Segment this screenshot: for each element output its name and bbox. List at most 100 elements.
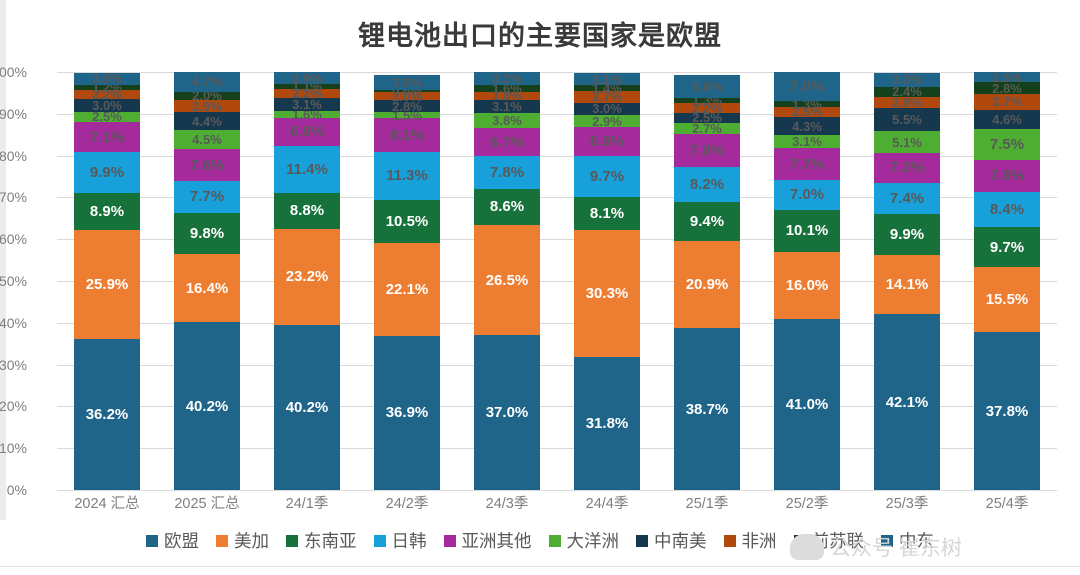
bar-segment[interactable]: 2.8% — [974, 82, 1040, 95]
bar-segment[interactable]: 2.7% — [674, 122, 740, 135]
bar-segment[interactable]: 2.8% — [374, 100, 440, 113]
bar-segment[interactable]: 8.1% — [574, 196, 640, 231]
bar-segment[interactable]: 1.2% — [74, 81, 140, 94]
bar-segment[interactable]: 3.1% — [574, 73, 640, 86]
bar-segment[interactable]: 37.0% — [474, 335, 540, 490]
bar-segment[interactable]: 7.0% — [774, 72, 840, 102]
legend-item[interactable]: 大洋洲 — [548, 528, 619, 553]
bar-segment[interactable]: 7.7% — [774, 148, 840, 181]
bar-segment[interactable]: 7.9% — [674, 134, 740, 168]
bar-segment[interactable]: 4.7% — [174, 71, 240, 92]
bar-segment[interactable]: 3.0% — [574, 102, 640, 115]
bar-segment[interactable]: 2.0% — [174, 89, 240, 102]
bar-segment[interactable]: 8.6% — [474, 188, 540, 225]
bar-segment[interactable]: 5.1% — [874, 131, 940, 153]
bar-segment[interactable]: 3.0% — [74, 72, 140, 85]
bar-segment[interactable]: 3.8% — [474, 112, 540, 129]
bar-segment[interactable]: 36.2% — [74, 338, 140, 490]
bar-segment[interactable]: 2.2% — [674, 102, 740, 115]
bar-segment[interactable]: 7.8% — [474, 156, 540, 189]
bar-segment[interactable]: 6.7% — [474, 128, 540, 157]
bar-column[interactable]: 40.2% 23.2% 8.8% 11.4% 6.9% 1.6% 3.1% 2.2% 1.1% 2… — [257, 72, 357, 490]
bar-segment[interactable]: 1.4% — [574, 82, 640, 95]
bar-segment[interactable]: 9.9% — [874, 213, 940, 256]
bar-segment[interactable]: 9.9% — [74, 151, 140, 194]
legend-item[interactable]: 东南亚 — [286, 528, 357, 553]
bar-segment[interactable]: 8.4% — [974, 191, 1040, 227]
bar-column[interactable]: 42.1% 14.1% 9.9% 7.4% 7.2% 5.1% 5.5% 2.8% 2.4% 3.… — [857, 72, 957, 490]
bar-segment[interactable]: 4.5% — [174, 130, 240, 150]
bar-segment[interactable]: 1.6% — [474, 82, 540, 95]
bar-segment[interactable]: 14.1% — [874, 255, 940, 315]
bar-segment[interactable]: 2.9% — [574, 115, 640, 128]
legend-item[interactable]: 欧盟 — [146, 528, 199, 553]
bar-segment[interactable]: 7.6% — [974, 160, 1040, 192]
bar-segment[interactable]: 7.7% — [174, 180, 240, 213]
bar-segment[interactable]: 2.5% — [974, 71, 1040, 84]
bar-segment[interactable]: 7.2% — [874, 152, 940, 183]
bar-segment[interactable]: 23.2% — [274, 229, 340, 325]
bar-segment[interactable]: 7.4% — [874, 182, 940, 214]
bar-segment[interactable]: 36.9% — [374, 335, 440, 490]
bar-segment[interactable]: 7.1% — [74, 122, 140, 152]
bar-segment[interactable]: 3.3% — [874, 72, 940, 87]
bar-segment[interactable]: 2.8% — [874, 96, 940, 109]
bar-segment[interactable]: 1.5% — [374, 109, 440, 122]
bar-segment[interactable]: 8.8% — [274, 192, 340, 230]
bar-segment[interactable]: 7.5% — [974, 128, 1040, 161]
bar-segment[interactable]: 5.6% — [674, 74, 740, 98]
bar-segment[interactable]: 37.8% — [974, 332, 1040, 490]
bar-segment[interactable]: 3.1% — [774, 135, 840, 148]
bar-column[interactable]: 37.0% 26.5% 8.6% 7.8% 6.7% 3.8% 3.1% 1.8% 1.6% 3.… — [457, 72, 557, 490]
bar-column[interactable]: 36.9% 22.1% 10.5% 11.3% 8.1% 1.5% 2.8% 2.0% 0.6%… — [357, 72, 457, 490]
bar-segment[interactable]: 42.1% — [874, 314, 940, 490]
bar-segment[interactable]: 22.1% — [374, 243, 440, 336]
bar-segment[interactable]: 40.2% — [174, 322, 240, 490]
bar-segment[interactable]: 26.5% — [474, 224, 540, 336]
bar-segment[interactable]: 25.9% — [74, 230, 140, 339]
bar-segment[interactable]: 9.8% — [174, 213, 240, 254]
bar-segment[interactable]: 3.5% — [374, 75, 440, 90]
bar-segment[interactable]: 2.0% — [374, 90, 440, 103]
bar-segment[interactable]: 9.4% — [674, 201, 740, 241]
bar-segment[interactable]: 2.5% — [674, 111, 740, 124]
bar-segment[interactable]: 0.6% — [374, 84, 440, 97]
bar-segment[interactable]: 16.0% — [774, 251, 840, 319]
bar-segment[interactable]: 4.3% — [774, 117, 840, 136]
bar-segment[interactable]: 31.8% — [574, 357, 640, 490]
bar-segment[interactable]: 2.7% — [574, 90, 640, 103]
bar-segment[interactable]: 2.5% — [774, 105, 840, 118]
bar-segment[interactable]: 10.1% — [774, 209, 840, 252]
bar-segment[interactable]: 2.5% — [74, 110, 140, 123]
bar-segment[interactable]: 3.1% — [474, 100, 540, 113]
bar-segment[interactable]: 3.1% — [274, 98, 340, 111]
bar-column[interactable]: 38.7% 20.9% 9.4% 8.2% 7.9% 2.7% 2.5% 2.2% 1.3% 5.… — [657, 72, 757, 490]
bar-segment[interactable]: 7.0% — [774, 180, 840, 210]
bar-segment[interactable]: 9.7% — [574, 156, 640, 197]
bar-column[interactable]: 37.8% 15.5% 9.7% 8.4% 7.6% 7.5% 4.6% 3.7% 2.8% 2.… — [957, 71, 1057, 490]
bar-segment[interactable]: 3.2% — [474, 72, 540, 86]
bar-segment[interactable]: 3.7% — [974, 94, 1040, 110]
bar-segment[interactable]: 2.9% — [274, 72, 340, 85]
legend-item[interactable]: 日韩 — [373, 528, 427, 553]
bar-segment[interactable]: 6.9% — [574, 127, 640, 157]
bar-segment[interactable]: 9.7% — [974, 226, 1040, 268]
legend-item[interactable]: 中南美 — [636, 528, 707, 553]
bar-segment[interactable]: 8.2% — [674, 167, 740, 202]
bar-segment[interactable]: 10.5% — [374, 199, 440, 244]
bar-segment[interactable]: 5.5% — [874, 108, 940, 132]
bar-segment[interactable]: 6.9% — [274, 117, 340, 146]
bar-segment[interactable]: 4.4% — [174, 112, 240, 131]
bar-segment[interactable]: 3.0% — [74, 99, 140, 112]
bar-segment[interactable]: 20.9% — [674, 240, 740, 329]
bar-segment[interactable]: 4.6% — [974, 109, 1040, 129]
bar-segment[interactable]: 30.3% — [574, 230, 640, 358]
bar-segment[interactable]: 7.6% — [174, 149, 240, 181]
legend-item[interactable]: 中东 — [881, 528, 934, 553]
bar-segment[interactable]: 1.6% — [274, 108, 340, 121]
bar-column[interactable]: 40.2% 16.4% 9.8% 7.7% 7.6% 4.5% 4.4% 2.9% 2.0% 4.… — [157, 71, 257, 490]
bar-segment[interactable]: 1.8% — [474, 89, 540, 102]
bar-column[interactable]: 36.2% 25.9% 8.9% 9.9% 7.1% 2.5% 3.0% 2.2% 1.2% 3.… — [57, 72, 157, 490]
bar-column[interactable]: 31.8% 30.3% 8.1% 9.7% 6.9% 2.9% 3.0% 2.7% 1.4% 3.… — [557, 72, 657, 490]
legend-item[interactable]: 前苏联 — [793, 528, 864, 553]
